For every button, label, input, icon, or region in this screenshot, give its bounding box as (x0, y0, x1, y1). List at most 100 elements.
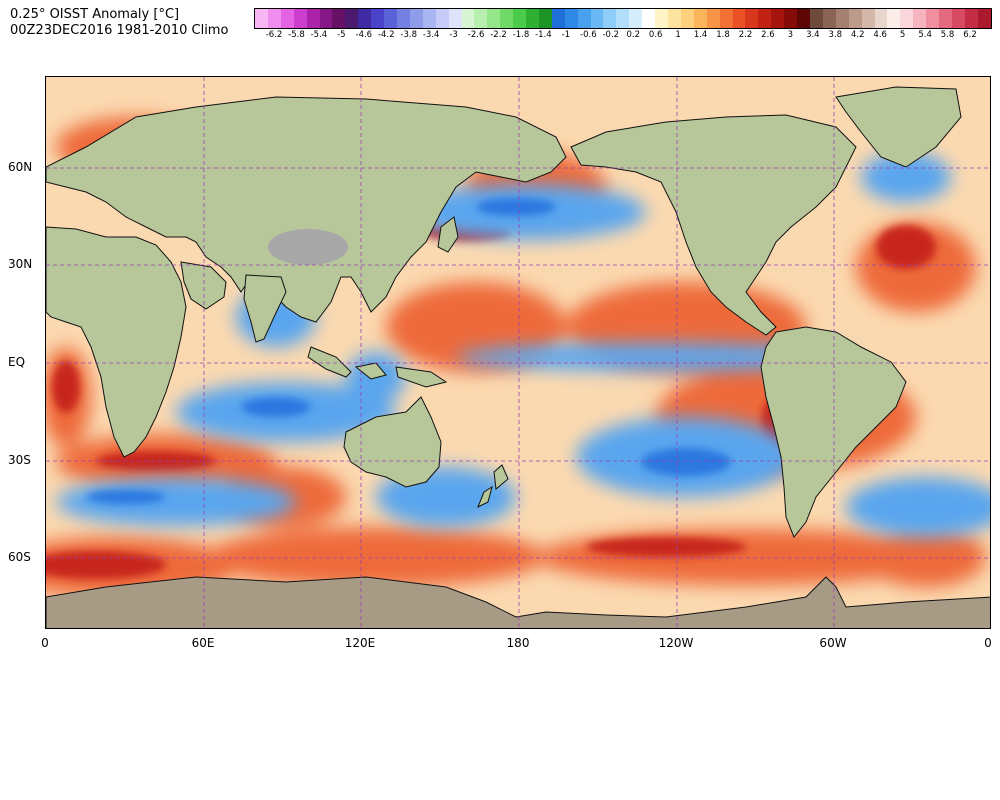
south-america-landmass (760, 326, 907, 538)
color-scale-swatch (693, 9, 707, 28)
color-scale-swatch (345, 9, 359, 28)
map-canvas (46, 77, 990, 628)
map-title: 0.25° OISST Anomaly [°C] (10, 7, 180, 22)
color-scale-swatch (616, 9, 630, 28)
color-scale-swatch (939, 9, 952, 28)
new-zealand-islands (477, 464, 509, 509)
y-tick-eq: EQ (8, 355, 26, 369)
y-tick-60s: 60S (8, 550, 31, 564)
color-scale-swatch (926, 9, 940, 28)
color-scale-label: -2.2 (490, 30, 507, 40)
map-subtitle: 00Z23DEC2016 1981-2010 Climo (10, 23, 229, 38)
color-scale-swatch (964, 9, 978, 28)
color-scale-swatch (809, 9, 823, 28)
color-scale-label: 0.2 (626, 30, 640, 40)
color-scale-label: -4.6 (355, 30, 373, 40)
color-scale-swatch (267, 9, 281, 28)
color-scale-swatch (861, 9, 875, 28)
color-scale-label: -2.6 (467, 30, 485, 40)
europe-asia-landmass (46, 96, 567, 323)
x-tick-180: 180 (506, 636, 530, 650)
greenland-landmass (835, 86, 962, 168)
color-scale-swatch (577, 9, 591, 28)
x-tick-60e: 60E (191, 636, 215, 650)
color-scale-swatch (642, 9, 656, 28)
color-scale-swatch (874, 9, 888, 28)
color-scale-swatch (500, 9, 514, 28)
color-scale-swatch (797, 9, 810, 28)
strong-cool-anomaly-areas (86, 198, 731, 504)
color-scale-swatch (435, 9, 449, 28)
color-scale-label: 4.2 (850, 30, 865, 40)
africa-landmass (46, 226, 187, 458)
color-scale-swatch (603, 9, 617, 28)
color-scale-swatch (448, 9, 462, 28)
color-scale-swatch (306, 9, 320, 28)
australia-landmass (343, 396, 442, 488)
color-scale-swatch (732, 9, 746, 28)
color-scale-label: 4.6 (873, 30, 887, 40)
tibetan-plateau (268, 229, 348, 265)
color-scale-swatch (771, 9, 785, 28)
color-scale-swatch (487, 9, 501, 28)
color-scale-swatch (384, 9, 397, 28)
color-scale-swatch (655, 9, 668, 28)
color-scale-label: -5 (337, 30, 346, 40)
color-scale-label: -1.8 (512, 30, 530, 40)
color-scale-labels: -6.2 -5.8 -5.4 -5 -4.6 -4.2 -3.8 -3.4 -3 -2.6 -2.2… (254, 30, 992, 42)
color-scale-label: 3.8 (828, 30, 843, 40)
color-scale-swatch (551, 9, 565, 28)
color-scale-swatch (526, 9, 539, 28)
color-scale-swatch (590, 9, 604, 28)
color-scale-swatch (719, 9, 733, 28)
color-scale-label: -3.4 (422, 30, 440, 40)
color-scale-swatch (255, 9, 268, 28)
color-scale-swatch (822, 9, 836, 28)
color-scale-swatch (668, 9, 681, 28)
y-tick-30s: 30S (8, 453, 31, 467)
color-scale-swatch (706, 9, 720, 28)
color-scale-label: -6.2 (265, 30, 283, 40)
x-tick-0-east: 0 (984, 636, 992, 650)
color-scale-swatch (396, 9, 410, 28)
color-scale-swatch (758, 9, 772, 28)
color-scale-swatch (332, 9, 346, 28)
color-scale-swatch (835, 9, 849, 28)
color-scale-swatch (280, 9, 294, 28)
color-scale-swatch (474, 9, 488, 28)
color-scale-label: 3.4 (806, 30, 820, 40)
antarctica-landmass (46, 576, 990, 628)
color-scale-bar (254, 8, 992, 29)
color-scale-swatch (358, 9, 372, 28)
color-scale-label: 2.2 (738, 30, 753, 40)
color-scale-swatch (887, 9, 901, 28)
color-scale-label: 0.6 (648, 30, 663, 40)
color-scale-swatch (513, 9, 527, 28)
color-scale-swatch (409, 9, 423, 28)
color-scale-swatch (319, 9, 333, 28)
color-scale-swatch (951, 9, 965, 28)
color-scale-label: -0.2 (602, 30, 620, 40)
color-scale-swatch (461, 9, 475, 28)
arabia-landmass (180, 261, 227, 310)
color-scale-swatch (293, 9, 307, 28)
land-masses (46, 86, 990, 628)
color-scale-label: -5.4 (310, 30, 328, 40)
color-scale-swatch (422, 9, 436, 28)
x-tick-0: 0 (41, 636, 49, 650)
lat-lon-grid (46, 77, 990, 628)
x-tick-60w: 60W (819, 636, 847, 650)
color-scale-label: 5 (899, 30, 906, 40)
x-tick-120w: 120W (658, 636, 694, 650)
color-scale-swatch (913, 9, 927, 28)
y-tick-60n: 60N (8, 160, 33, 174)
sst-anomaly-map (45, 76, 991, 629)
color-scale-swatch (900, 9, 914, 28)
north-america-landmass (570, 114, 857, 336)
color-scale-swatch (629, 9, 643, 28)
color-scale-label: 1.8 (716, 30, 730, 40)
color-scale-label: 1.4 (693, 30, 708, 40)
color-scale-label: -0.6 (580, 30, 597, 40)
color-scale-label: 1 (675, 30, 681, 40)
color-scale-label: -4.2 (377, 30, 395, 40)
